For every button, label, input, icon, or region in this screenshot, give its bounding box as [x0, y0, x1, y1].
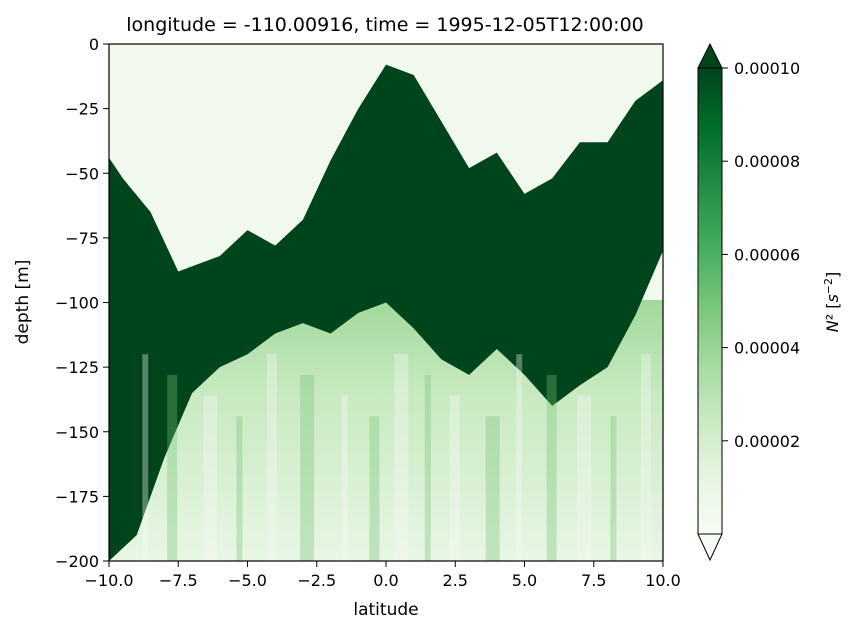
y-tick-label: −125 — [55, 358, 99, 377]
x-tick-label: 0.0 — [373, 571, 398, 590]
heatmap-area — [109, 44, 663, 561]
mixing-streak — [167, 374, 178, 561]
y-tick-label: −200 — [55, 552, 99, 571]
colorbar-frame — [697, 67, 723, 535]
x-axis: −10.0 −7.5 −5.0 −2.5 0.0 2.5 5.0 7.5 10.0 — [84, 561, 681, 590]
x-tick-label: 5.0 — [512, 571, 537, 590]
mixing-streak — [142, 354, 149, 561]
mixing-streak — [449, 395, 460, 561]
mixing-streak — [546, 374, 557, 561]
x-tick-label: 7.5 — [581, 571, 606, 590]
colorbar-tick-label: 0.00008 — [734, 152, 800, 171]
y-tick-label: −50 — [65, 164, 99, 183]
y-tick-label: 0 — [89, 35, 99, 54]
mixing-streak — [640, 354, 651, 561]
mixing-streak — [485, 416, 500, 561]
colorbar-extend-top — [697, 42, 723, 69]
mixing-streak — [394, 354, 409, 561]
mixing-streak — [369, 416, 380, 561]
colorbar-extend-bottom — [697, 533, 723, 562]
y-tick-label: −75 — [65, 229, 99, 248]
colorbar-tick-label: 0.00002 — [734, 432, 800, 451]
x-tick-label: 2.5 — [443, 571, 468, 590]
colorbar-tick-label: 0.00010 — [734, 59, 800, 78]
mixing-streak — [424, 374, 431, 561]
mixing-streak — [341, 395, 348, 561]
mixing-streaks — [142, 354, 651, 561]
x-tick-label: −2.5 — [297, 571, 336, 590]
x-axis-label: latitude — [353, 600, 418, 620]
colorbar: 0.00002 0.00004 0.00006 0.00008 0.00010 N² [… — [697, 42, 843, 562]
mixing-streak — [577, 395, 592, 561]
colorbar-tick-label: 0.00004 — [734, 339, 800, 358]
mixing-streak — [236, 416, 243, 561]
y-tick-label: −25 — [65, 100, 99, 119]
mixing-streak — [516, 354, 523, 561]
x-tick-label: −10.0 — [84, 571, 133, 590]
mixing-streak — [266, 354, 277, 561]
mixing-streak — [300, 374, 315, 561]
stratified-layer — [109, 64, 663, 561]
y-tick-label: −150 — [55, 423, 99, 442]
chart-title: longitude = -110.00916, time = 1995-12-0… — [126, 14, 644, 36]
x-tick-label: 10.0 — [645, 571, 681, 590]
y-tick-label: −175 — [55, 487, 99, 506]
colorbar-tick-label: 0.00006 — [734, 245, 800, 264]
y-tick-label: −100 — [55, 294, 99, 313]
colorbar-label: N² [s−2] — [822, 272, 843, 333]
x-tick-label: −7.5 — [159, 571, 198, 590]
colorbar-ticks: 0.00002 0.00004 0.00006 0.00008 0.00010 — [722, 59, 800, 451]
colorbar-gradient — [698, 68, 722, 534]
y-axis-label: depth [m] — [13, 260, 33, 345]
x-tick-label: −5.0 — [228, 571, 267, 590]
mixing-streak — [203, 395, 218, 561]
mixing-streak — [610, 416, 617, 561]
y-axis: 0 −25 −50 −75 −100 −125 −150 −175 −200 — [55, 35, 109, 571]
